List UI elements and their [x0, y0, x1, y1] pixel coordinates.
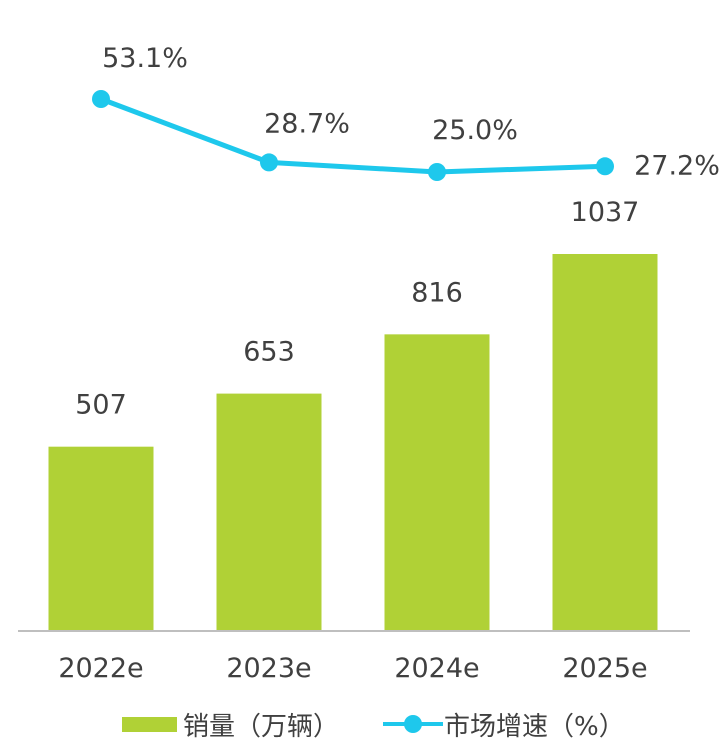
bar-2025e — [552, 254, 658, 631]
growth-point — [92, 90, 110, 108]
legend-label-bar: 销量（万辆） — [183, 712, 339, 742]
x-tick-label: 2025e — [562, 653, 647, 684]
bar-series — [48, 254, 658, 631]
line-series — [92, 90, 614, 181]
growth-point — [260, 153, 278, 172]
growth-point — [428, 163, 446, 181]
bar-value-label: 1037 — [571, 197, 640, 228]
growth-value-label: 28.7% — [264, 108, 350, 139]
bar-2022e — [48, 446, 154, 631]
x-tick-label: 2023e — [226, 653, 311, 684]
bar-2024e — [384, 334, 490, 631]
bar-value-label: 816 — [411, 277, 463, 308]
legend-dot-marker — [404, 715, 422, 733]
legend-swatch-bar — [122, 717, 177, 732]
legend-label-line: 市场增速（%） — [444, 712, 625, 742]
x-tick-label: 2024e — [394, 653, 479, 684]
legend: 销量（万辆） 市场增速（%） — [122, 712, 625, 742]
bar-value-label: 653 — [243, 337, 295, 368]
bar-value-label: 507 — [75, 390, 127, 421]
growth-point — [596, 157, 614, 176]
growth-value-label: 53.1% — [102, 43, 188, 74]
growth-value-label: 25.0% — [432, 115, 518, 146]
bar-2023e — [216, 393, 322, 631]
growth-value-label: 27.2% — [634, 150, 720, 181]
x-tick-labels: 2022e 2023e 2024e 2025e — [58, 653, 647, 684]
data-labels: 507 653 816 1037 53.1% 28.7% 25.0% 27.2% — [75, 43, 720, 421]
x-tick-label: 2022e — [58, 653, 143, 684]
growth-line — [98, 96, 608, 175]
